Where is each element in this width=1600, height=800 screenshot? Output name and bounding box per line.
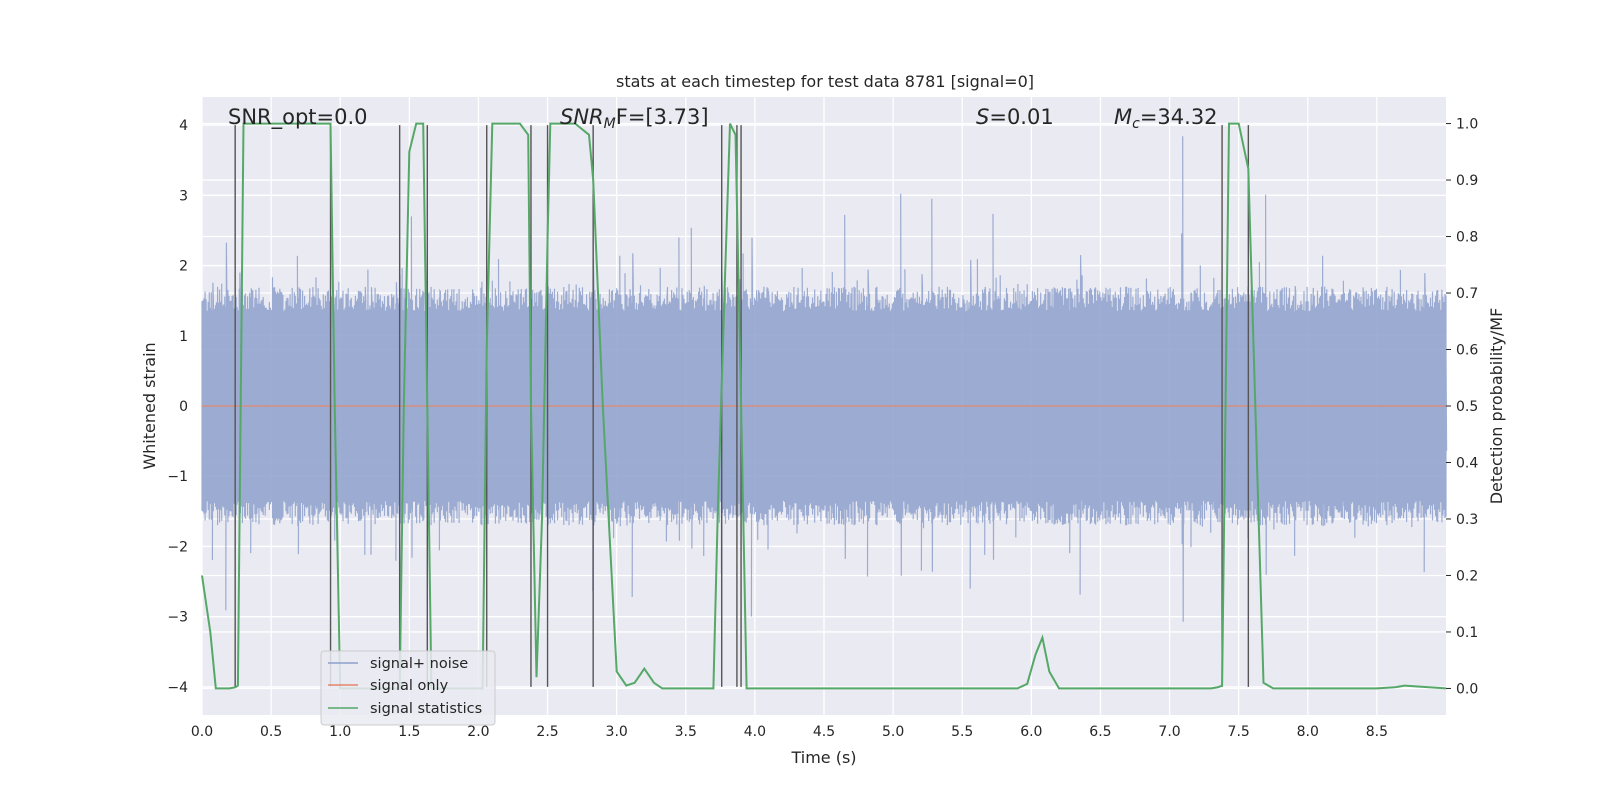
x-tick-label: 7.0	[1158, 724, 1180, 740]
y-tick-label: 1	[179, 329, 188, 345]
x-tick-label: 1.0	[329, 724, 351, 740]
annotation-mc: Mc=34.32	[1114, 105, 1218, 132]
y2-tick-label: 0.2	[1456, 568, 1478, 584]
annotation-snr-mf: SNRMF=[3.73]	[560, 105, 709, 132]
x-tick-label: 8.0	[1297, 724, 1319, 740]
x-axis-ticks: 0.0 0.5 1.0 1.5 2.0 2.5 3.0 3.5 4.0 4.5 5.0 5.5 6.0 6…	[191, 724, 1388, 740]
legend: signal+ noise signal only signal statist…	[320, 650, 496, 726]
y-tick-label: 4	[179, 118, 188, 134]
x-tick-label: 2.5	[536, 724, 558, 740]
x-tick-label: 3.0	[606, 724, 628, 740]
y2-tick-label: 0.8	[1456, 230, 1478, 246]
y-tick-label: 2	[179, 259, 188, 275]
x-tick-label: 7.5	[1228, 724, 1250, 740]
chart-title: stats at each timestep for test data 878…	[616, 72, 1034, 91]
y-tick-label: 0	[179, 399, 188, 415]
y2-tick-label: 0.0	[1456, 681, 1478, 697]
annotation-s: S=0.01	[976, 105, 1054, 129]
x-tick-label: 0.5	[260, 724, 282, 740]
legend-label-noise: signal+ noise	[370, 656, 468, 672]
y-tick-label: −1	[167, 469, 188, 485]
x-tick-label: 5.0	[882, 724, 904, 740]
x-tick-label: 2.0	[467, 724, 489, 740]
x-axis-label: Time (s)	[790, 748, 856, 767]
y-axis-ticks: 4 3 2 1 0 −1 −2 −3 −4	[167, 118, 188, 696]
y2-tick-label: 0.6	[1456, 343, 1478, 359]
x-tick-label: 6.0	[1020, 724, 1042, 740]
y2-tick-label: 0.5	[1456, 399, 1478, 415]
y2-tick-label: 0.9	[1456, 173, 1478, 189]
x-tick-label: 3.5	[675, 724, 697, 740]
x-tick-label: 4.5	[813, 724, 835, 740]
y-tick-label: −4	[167, 680, 188, 696]
y-tick-label: −3	[167, 610, 188, 626]
y2-tick-label: 0.4	[1456, 455, 1478, 471]
x-tick-label: 1.5	[398, 724, 420, 740]
x-tick-label: 4.0	[744, 724, 766, 740]
y2-axis-ticks: 1.0 0.9 0.8 0.7 0.6 0.5 0.4 0.3 0.2 0.1 0.0	[1446, 117, 1478, 697]
y2-tick-label: 0.3	[1456, 512, 1478, 528]
y2-tick-label: 0.1	[1456, 625, 1478, 641]
y2-tick-label: 1.0	[1456, 117, 1478, 133]
x-tick-label: 6.5	[1089, 724, 1111, 740]
y-axis-label: Whitened strain	[140, 342, 159, 469]
x-tick-label: 0.0	[191, 724, 213, 740]
annotation-snr-opt: SNR_opt=0.0	[228, 105, 368, 130]
legend-label-stats: signal statistics	[370, 701, 482, 717]
legend-label-signal: signal only	[370, 678, 449, 694]
x-tick-label: 5.5	[951, 724, 973, 740]
y2-tick-label: 0.7	[1456, 286, 1478, 302]
y-tick-label: −2	[167, 539, 188, 555]
y2-axis-label: Detection probability/MF	[1487, 308, 1506, 505]
y-tick-label: 3	[179, 188, 188, 204]
x-tick-label: 8.5	[1366, 724, 1388, 740]
